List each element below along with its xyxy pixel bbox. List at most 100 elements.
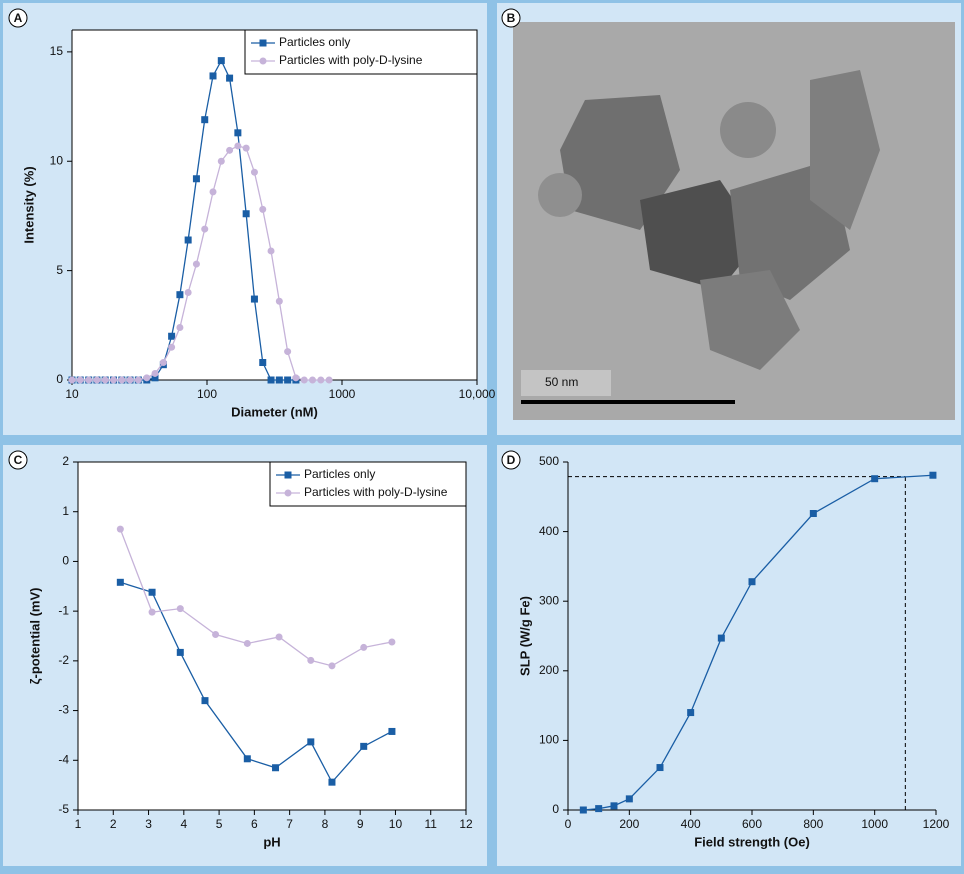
- data-point: [275, 376, 283, 384]
- data-point: [809, 510, 817, 518]
- data-point: [388, 638, 396, 646]
- legend-marker: [284, 471, 292, 479]
- y-tick-label: 5: [56, 263, 63, 277]
- series-line: [120, 581, 393, 784]
- data-point: [243, 639, 251, 647]
- series-line: [119, 528, 393, 667]
- x-tick-label: 8: [322, 817, 329, 831]
- data-point: [143, 374, 151, 382]
- data-point: [184, 236, 192, 244]
- data-point: [151, 374, 159, 382]
- data-point: [748, 578, 756, 586]
- data-point: [579, 806, 587, 814]
- x-tick-label: 11: [424, 817, 437, 831]
- data-point: [176, 605, 184, 613]
- data-point: [250, 295, 258, 303]
- data-point: [192, 175, 200, 183]
- panel-badge: [501, 8, 521, 28]
- y-tick-label: 0: [552, 802, 559, 816]
- legend: [269, 461, 467, 507]
- data-point: [929, 471, 937, 479]
- panel-badge: [501, 450, 521, 470]
- y-tick-label: -3: [58, 703, 69, 717]
- plot-area: [72, 30, 477, 380]
- data-point: [242, 210, 250, 218]
- x-tick-label: 1000: [329, 387, 356, 401]
- panel-label: A: [14, 11, 23, 25]
- x-tick-label: 0: [565, 817, 572, 831]
- data-point: [76, 376, 84, 384]
- data-point: [259, 359, 267, 366]
- data-point: [168, 343, 176, 351]
- data-point: [307, 738, 315, 746]
- panel-label: B: [507, 11, 516, 25]
- data-point: [234, 142, 242, 150]
- y-tick-label: 0: [62, 554, 69, 568]
- y-tick-label: -2: [58, 653, 69, 667]
- data-point: [116, 578, 124, 586]
- y-tick-label: -4: [58, 752, 69, 766]
- x-tick-label: 3: [145, 817, 152, 831]
- x-tick-label: 4: [180, 817, 187, 831]
- data-point: [309, 376, 317, 384]
- data-point: [201, 116, 209, 124]
- data-point: [176, 648, 184, 656]
- data-point: [625, 795, 633, 803]
- data-point: [284, 348, 292, 356]
- data-point: [226, 74, 234, 82]
- micrograph: [513, 22, 955, 420]
- data-point: [159, 359, 167, 366]
- data-point: [267, 376, 275, 384]
- data-point: [871, 475, 879, 483]
- data-point: [284, 376, 292, 384]
- legend-label: Particles only: [279, 35, 350, 49]
- data-point: [610, 802, 618, 810]
- data-point: [300, 376, 308, 384]
- x-tick-label: 6: [251, 817, 258, 831]
- panel-label: C: [14, 453, 23, 467]
- data-point: [116, 525, 124, 533]
- y-tick-label: 100: [539, 733, 559, 747]
- data-point: [184, 289, 192, 296]
- y-tick-label: 1: [62, 504, 69, 518]
- data-point: [656, 764, 664, 772]
- scale-bar-label: 50 nm: [545, 375, 578, 389]
- panel-label: D: [507, 453, 516, 467]
- data-point: [275, 633, 283, 641]
- legend-label: Particles only: [304, 467, 375, 481]
- x-tick-label: 400: [681, 817, 701, 831]
- x-axis-label: Field strength (Oe): [694, 834, 810, 849]
- legend-marker: [259, 39, 267, 47]
- data-point: [176, 324, 184, 331]
- data-point: [325, 376, 333, 384]
- x-tick-label: 5: [216, 817, 223, 831]
- data-point: [134, 376, 142, 384]
- data-point: [217, 157, 225, 165]
- panel-bg: [497, 445, 961, 866]
- data-point: [328, 662, 336, 670]
- legend-label: Particles with poly-D-lysine: [279, 53, 423, 67]
- data-point: [307, 656, 315, 664]
- data-point: [360, 742, 368, 750]
- data-point: [93, 376, 101, 384]
- x-tick-label: 10: [65, 387, 79, 401]
- y-tick-label: 500: [539, 454, 559, 468]
- panel-badge: [8, 8, 28, 28]
- x-tick-label: 1000: [861, 817, 888, 831]
- y-tick-label: -1: [58, 603, 69, 617]
- y-axis-label: ζ-potential (mV): [27, 588, 42, 685]
- data-point: [243, 755, 251, 763]
- plot-area: [78, 462, 466, 810]
- data-point: [101, 376, 109, 384]
- y-axis-label: Intensity (%): [21, 166, 36, 243]
- data-point: [110, 376, 118, 384]
- y-tick-label: 400: [539, 524, 559, 538]
- y-axis-label: SLP (W/g Fe): [517, 596, 532, 676]
- data-point: [242, 144, 250, 152]
- x-tick-label: 10,000: [459, 387, 496, 401]
- data-point: [234, 129, 242, 137]
- data-point: [151, 369, 159, 377]
- x-tick-label: 600: [742, 817, 762, 831]
- data-point: [212, 631, 220, 639]
